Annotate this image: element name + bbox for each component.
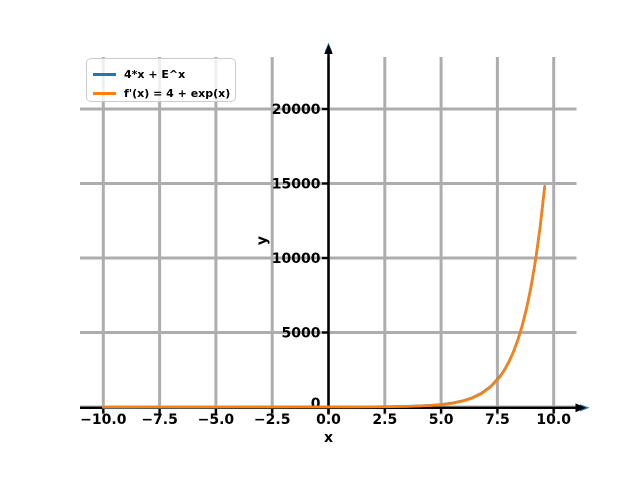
legend-label: 4*x + E^x <box>124 68 186 81</box>
x-tick-label: 7.5 <box>485 412 510 428</box>
x-tick-label: 0.0 <box>316 412 341 428</box>
x-tick-label: 10.0 <box>536 412 571 428</box>
y-tick-label: 20000 <box>272 102 321 118</box>
x-tick-label: −2.5 <box>254 412 291 428</box>
x-axis-arrowhead <box>575 403 586 413</box>
x-axis-label: x <box>323 430 334 446</box>
y-tick-label: 0 <box>311 396 321 412</box>
series-line-0 <box>102 185 546 409</box>
y-tick-label: 15000 <box>272 177 321 193</box>
legend-item: 4*x + E^x <box>93 66 235 83</box>
legend-label: f'(x) = 4 + exp(x) <box>124 87 231 100</box>
legend-line-swatch-orange <box>93 92 116 95</box>
x-tick-label: −10.0 <box>80 412 127 428</box>
y-axis-label: y <box>254 235 271 246</box>
series-line-1 <box>102 185 546 409</box>
legend-item: f'(x) = 4 + exp(x) <box>93 85 235 102</box>
legend-line-swatch-blue <box>93 73 116 76</box>
x-tick-label: −5.0 <box>198 412 235 428</box>
x-tick-label: 5.0 <box>429 412 454 428</box>
y-axis-arrowhead <box>324 44 333 54</box>
x-tick-label: 2.5 <box>372 412 397 428</box>
legend: 4*x + E^x f'(x) = 4 + exp(x) <box>86 58 236 102</box>
x-tick-label: −7.5 <box>141 412 178 428</box>
y-tick-label: 5000 <box>282 326 321 342</box>
y-tick-label: 10000 <box>272 251 321 267</box>
